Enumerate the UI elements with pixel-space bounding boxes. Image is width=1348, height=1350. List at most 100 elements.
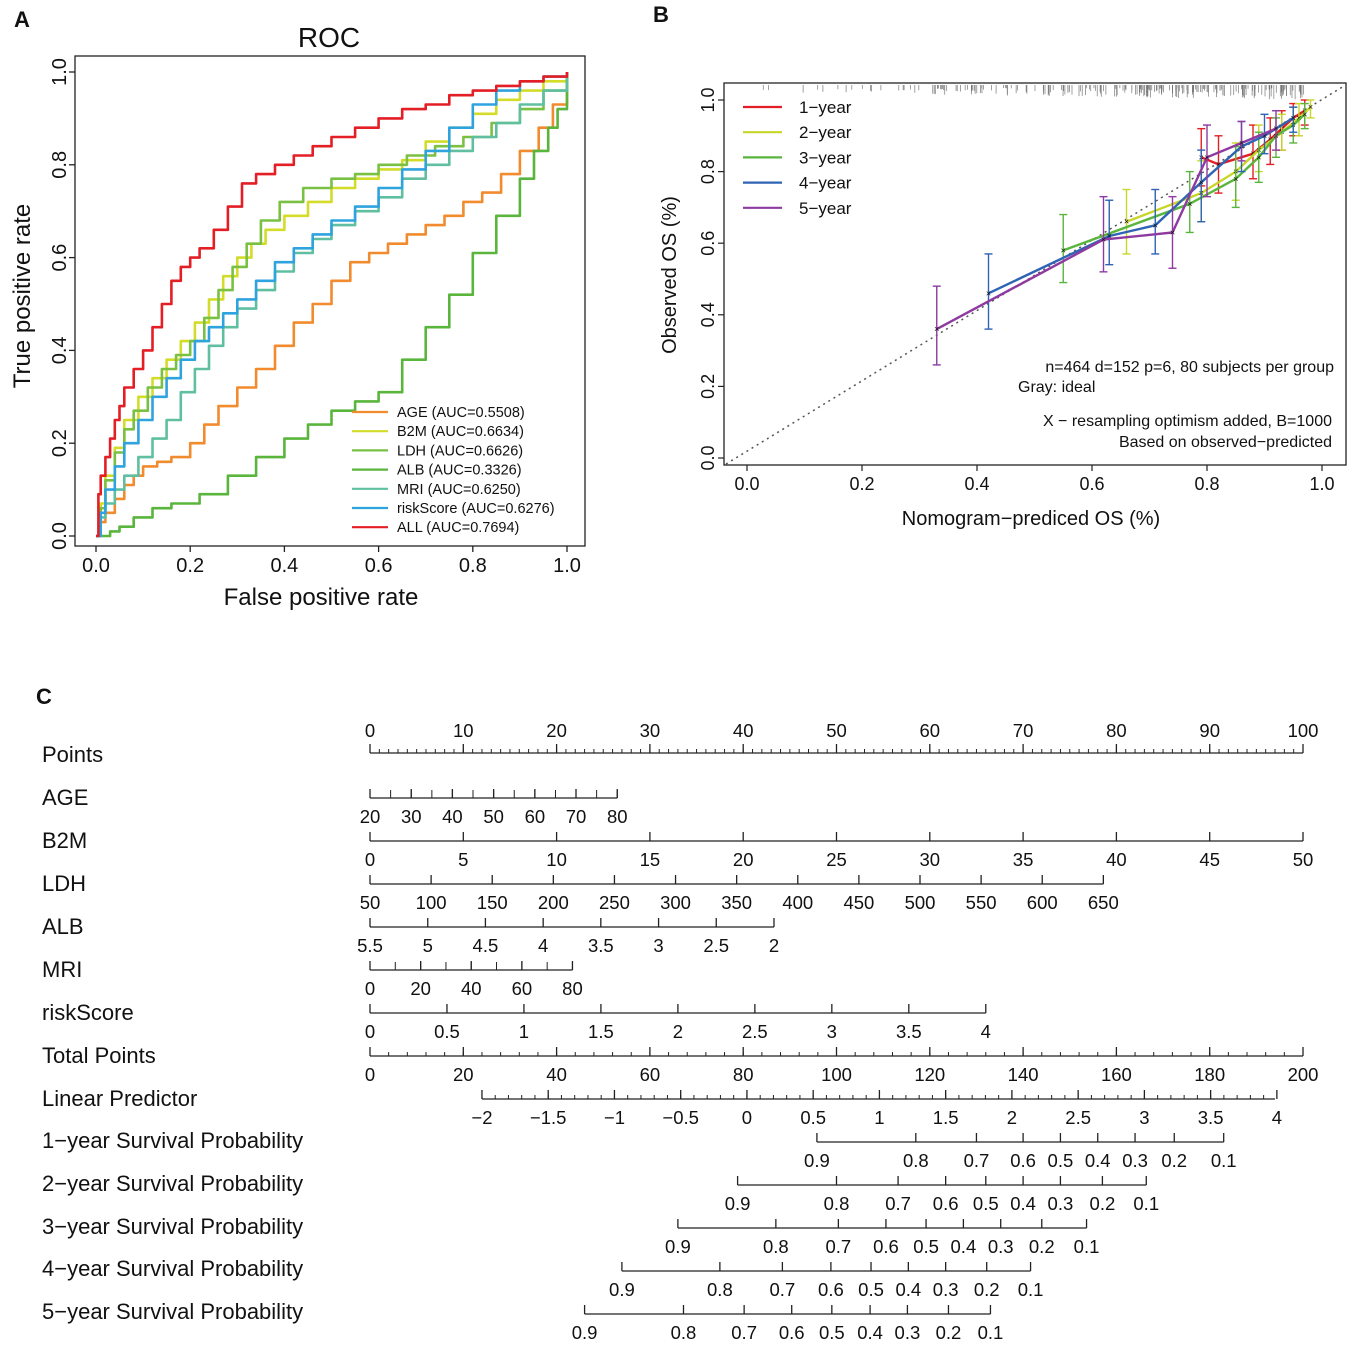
calibration-rug: [762, 85, 1305, 100]
nomogram-tick-label: 0.6: [818, 1279, 844, 1300]
calibration-y-label: Observed OS (%): [659, 196, 681, 354]
roc-x-label: False positive rate: [224, 584, 419, 611]
nomogram-tick-label: 0.6: [933, 1193, 959, 1214]
nomogram-tick-label: 0.7: [826, 1236, 852, 1257]
calibration-x-tick-label: 1.0: [1309, 474, 1334, 494]
nomogram-row-total-points: Total Points 0 20 40 60 80 100 120 140 160 180 200: [42, 1043, 1318, 1085]
nomogram-tick-label: 1: [874, 1107, 884, 1128]
optimism-marker: ×: [1187, 199, 1192, 209]
nomogram-tick-label: 0.8: [707, 1279, 733, 1300]
optimism-marker: ×: [1302, 109, 1307, 119]
optimism-marker: ×: [1061, 245, 1066, 255]
nomogram-tick-label: 5: [423, 935, 433, 956]
calibration-annotation-3: X − resampling optimism added, B=1000: [1043, 413, 1332, 430]
nomogram-tick-label: 1.5: [588, 1021, 614, 1042]
calibration-x-axis: 0.0 0.2 0.4 0.6 0.8 1.0: [734, 465, 1335, 494]
nomogram-row-4-year-survival-probability: 4−year Survival Probability 0.9 0.8 0.7 0.6 0…: [42, 1256, 1043, 1300]
nomogram-tick-label: 25: [826, 849, 847, 870]
nomogram-tick-label: 300: [660, 892, 691, 913]
nomogram-tick-label: 0.2: [1029, 1236, 1055, 1257]
nomogram-tick-label: 0.1: [978, 1322, 1004, 1343]
nomogram-row-5-year-survival-probability: 5−year Survival Probability 0.9 0.8 0.7 0.6 0…: [42, 1299, 1003, 1343]
optimism-marker: ×: [1170, 227, 1175, 237]
calibration-x-tick-label: 0.2: [849, 474, 874, 494]
calibration-y-tick-label: 1.0: [698, 87, 718, 112]
panel-label-c: C: [36, 684, 52, 709]
roc-legend-label: ALL (AUC=0.7694): [397, 520, 519, 536]
optimism-marker: ×: [1124, 217, 1129, 227]
nomogram-tick-label: 3.5: [896, 1021, 922, 1042]
nomogram-tick-label: 0.5: [819, 1322, 845, 1343]
nomogram-tick-label: 0: [365, 1021, 375, 1042]
nomogram-tick-label: −0.5: [662, 1107, 699, 1128]
nomogram-tick-label: 100: [821, 1064, 852, 1085]
calibration-y-tick-label: 0.8: [698, 159, 718, 184]
calibration-legend-label: 3−year: [799, 148, 852, 167]
nomogram-tick-label: 0.5: [913, 1236, 939, 1257]
optimism-marker: ×: [1273, 124, 1278, 134]
nomogram-row-label: Points: [42, 742, 103, 767]
optimism-marker: ×: [1256, 152, 1261, 162]
nomogram-tick-label: 0.5: [973, 1193, 999, 1214]
nomogram-tick-label: 0.4: [1010, 1193, 1036, 1214]
calibration-series-5-year: ××××××: [932, 110, 1280, 366]
nomogram-tick-label: 20: [360, 806, 381, 827]
nomogram-tick-label: 10: [546, 849, 567, 870]
nomogram-tick-label: 5: [458, 849, 468, 870]
optimism-marker: ×: [1268, 134, 1273, 144]
nomogram-tick-label: 10: [453, 720, 474, 741]
nomogram-row-2-year-survival-probability: 2−year Survival Probability 0.9 0.8 0.7 0.6 0…: [42, 1171, 1159, 1214]
nomogram-tick-label: 500: [905, 892, 936, 913]
nomogram-tick-label: 0.2: [974, 1279, 1000, 1300]
optimism-marker: ×: [1204, 152, 1209, 162]
calibration-y-tick-label: 0.0: [698, 445, 718, 470]
nomogram-row-label: riskScore: [42, 1000, 134, 1025]
calibration-x-tick-label: 0.0: [734, 474, 759, 494]
nomogram-tick-label: 0.9: [804, 1150, 830, 1171]
nomogram-tick-label: 0.8: [824, 1193, 850, 1214]
roc-y-label: True positive rate: [9, 204, 36, 389]
nomogram-tick-label: 0.4: [895, 1279, 921, 1300]
calibration-legend-label: 4−year: [799, 174, 852, 193]
nomogram-tick-label: 60: [920, 720, 941, 741]
roc-y-tick-label: 0.8: [49, 151, 71, 179]
nomogram-tick-label: 80: [562, 978, 583, 999]
nomogram-tick-label: 0.9: [609, 1279, 635, 1300]
nomogram-tick-label: 60: [512, 978, 533, 999]
nomogram-row-label: Total Points: [42, 1043, 156, 1068]
roc-y-axis: 0.0 0.2 0.4 0.6 0.8 1.0: [49, 58, 75, 550]
nomogram-tick-label: 0.9: [665, 1236, 691, 1257]
nomogram-tick-label: 2.5: [703, 935, 729, 956]
nomogram-tick-label: 3.5: [1198, 1107, 1224, 1128]
nomogram-tick-label: 0.8: [763, 1236, 789, 1257]
nomogram-tick-label: 80: [733, 1064, 754, 1085]
nomogram-tick-label: 20: [546, 720, 567, 741]
nomogram-tick-label: 0.8: [671, 1322, 697, 1343]
calibration-curve: [987, 116, 1294, 295]
calibration-legend-label: 1−year: [799, 98, 852, 117]
nomogram-tick-label: 90: [1199, 720, 1220, 741]
roc-title: ROC: [298, 22, 360, 53]
nomogram-tick-label: 0.1: [1211, 1150, 1237, 1171]
nomogram-tick-label: 100: [416, 892, 447, 913]
roc-legend-label: MRI (AUC=0.6250): [397, 482, 521, 498]
nomogram-row-alb: ALB 5.5 5 4.5 4 3.5 3 2.5 2: [42, 914, 779, 956]
roc-legend-label: ALB (AUC=0.3326): [397, 463, 522, 479]
nomogram-tick-label: 4: [1272, 1107, 1282, 1128]
nomogram-tick-label: 0.7: [731, 1322, 757, 1343]
nomogram-tick-label: 0.3: [1048, 1193, 1074, 1214]
roc-x-axis: 0.0 0.2 0.4 0.6 0.8 1.0: [82, 546, 581, 577]
nomogram-tick-label: 0.6: [873, 1236, 899, 1257]
optimism-marker: ×: [1233, 174, 1238, 184]
nomogram-row-label: 1−year Survival Probability: [42, 1128, 303, 1153]
calibration-y-tick-label: 0.4: [698, 302, 718, 327]
optimism-marker: ×: [1153, 220, 1158, 230]
nomogram-tick-label: 40: [461, 978, 482, 999]
optimism-marker: ×: [1262, 131, 1267, 141]
nomogram-tick-label: 30: [640, 720, 661, 741]
nomogram-tick-label: 180: [1194, 1064, 1225, 1085]
nomogram-row-points: Points 0 10 20 30 40 50 60 70 80 90 100: [42, 720, 1318, 767]
nomogram-row-riskscore: riskScore 0 0.5 1 1.5 2 2.5 3 3.5 4: [42, 1000, 991, 1042]
calibration-x-tick-label: 0.6: [1079, 474, 1104, 494]
